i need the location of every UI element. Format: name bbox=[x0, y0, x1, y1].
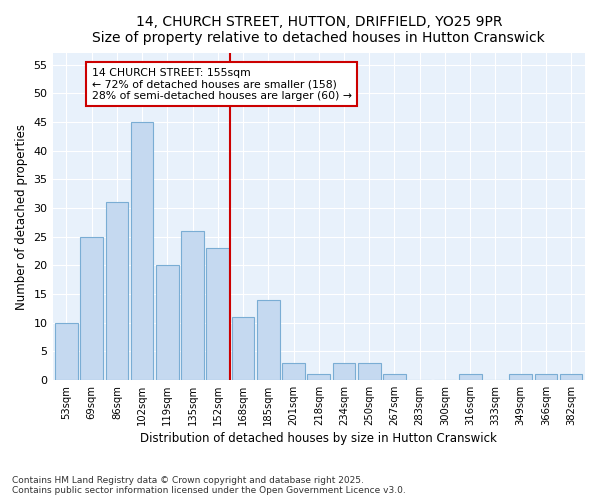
Text: Contains HM Land Registry data © Crown copyright and database right 2025.
Contai: Contains HM Land Registry data © Crown c… bbox=[12, 476, 406, 495]
Title: 14, CHURCH STREET, HUTTON, DRIFFIELD, YO25 9PR
Size of property relative to deta: 14, CHURCH STREET, HUTTON, DRIFFIELD, YO… bbox=[92, 15, 545, 45]
Bar bbox=[257, 300, 280, 380]
Bar bbox=[206, 248, 229, 380]
Bar bbox=[383, 374, 406, 380]
Bar bbox=[535, 374, 557, 380]
Bar bbox=[106, 202, 128, 380]
Bar bbox=[80, 236, 103, 380]
Text: 14 CHURCH STREET: 155sqm
← 72% of detached houses are smaller (158)
28% of semi-: 14 CHURCH STREET: 155sqm ← 72% of detach… bbox=[92, 68, 352, 101]
Bar bbox=[509, 374, 532, 380]
Y-axis label: Number of detached properties: Number of detached properties bbox=[15, 124, 28, 310]
Bar bbox=[131, 122, 154, 380]
Bar bbox=[55, 322, 78, 380]
Bar bbox=[156, 266, 179, 380]
Bar bbox=[307, 374, 330, 380]
Bar bbox=[232, 317, 254, 380]
X-axis label: Distribution of detached houses by size in Hutton Cranswick: Distribution of detached houses by size … bbox=[140, 432, 497, 445]
Bar bbox=[332, 362, 355, 380]
Bar bbox=[459, 374, 482, 380]
Bar bbox=[560, 374, 583, 380]
Bar bbox=[282, 362, 305, 380]
Bar bbox=[358, 362, 380, 380]
Bar bbox=[181, 231, 204, 380]
